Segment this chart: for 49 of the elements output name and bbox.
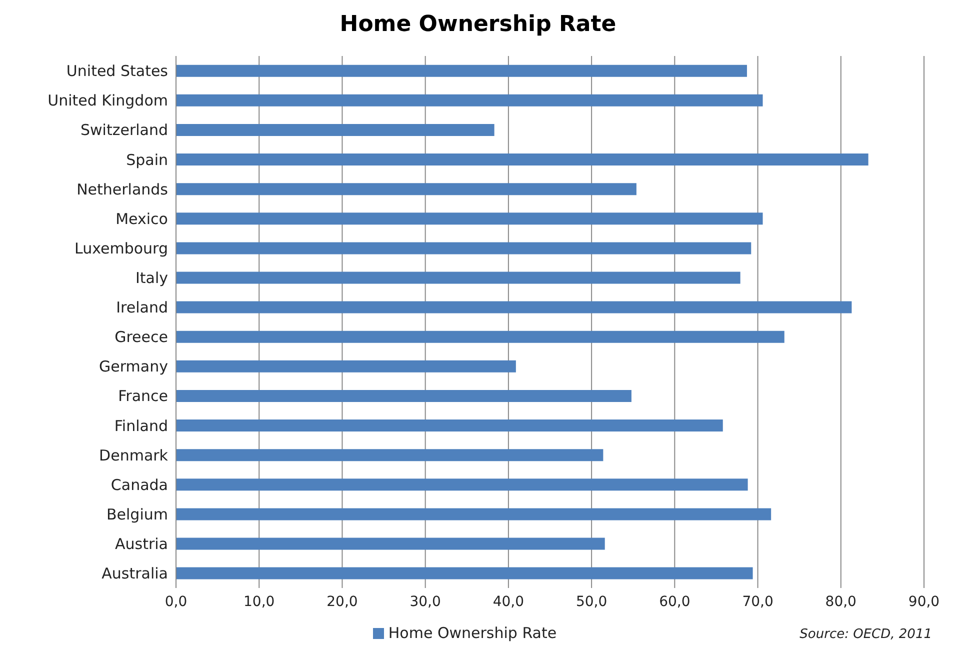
bar (176, 272, 740, 284)
bar (176, 508, 772, 520)
bar (176, 64, 747, 77)
x-tick-label: 80,0 (825, 594, 856, 610)
x-tick-label: 60,0 (659, 594, 690, 610)
y-tick-label: Greece (114, 328, 168, 346)
y-tick-label: Germany (99, 358, 168, 376)
source-note: Source: OECD, 2011 (800, 627, 932, 642)
x-tick-label: 40,0 (492, 594, 524, 610)
y-tick-label: Austria (115, 534, 168, 553)
bar (176, 154, 868, 166)
bar (176, 301, 852, 314)
bar (176, 538, 605, 550)
y-tick-label: Belgium (106, 505, 168, 524)
bar (176, 212, 763, 225)
bar (176, 183, 636, 196)
x-tick-label: 20,0 (326, 594, 358, 610)
y-tick-label: United Kingdom (48, 92, 168, 110)
bar (176, 94, 763, 106)
bar (176, 242, 752, 254)
bar (176, 330, 784, 343)
chart-title: Home Ownership Rate (338, 11, 618, 39)
bar (176, 478, 748, 491)
y-tick-label: France (118, 387, 168, 406)
y-tick-label: Switzerland (80, 121, 168, 140)
x-tick-label: 10,0 (244, 594, 275, 610)
y-tick-label: Netherlands (76, 180, 168, 198)
bar (176, 420, 723, 432)
bar (176, 124, 494, 136)
x-tick-label: 50,0 (576, 594, 608, 610)
y-tick-label: Spain (126, 150, 168, 169)
y-tick-label: Mexico (116, 210, 168, 228)
x-tick-label: 70,0 (742, 594, 774, 610)
bar (176, 567, 753, 580)
legend-label: Home Ownership Rate (388, 624, 557, 642)
x-tick-label: 0,0 (164, 594, 188, 610)
y-tick-label: Luxembourg (74, 239, 168, 258)
y-tick-label: Ireland (116, 298, 168, 317)
y-tick-label: Australia (102, 564, 168, 583)
x-tick-label: 30,0 (410, 594, 441, 610)
y-tick-label: United States (66, 62, 168, 80)
bar (176, 449, 604, 462)
y-tick-label: Italy (135, 268, 168, 287)
y-tick-label: Denmark (99, 446, 168, 464)
y-tick-label: Canada (110, 476, 168, 494)
y-tick-label: Finland (114, 416, 168, 435)
x-tick-label: 90,0 (908, 594, 940, 610)
bar (176, 390, 632, 402)
bar (176, 360, 516, 372)
